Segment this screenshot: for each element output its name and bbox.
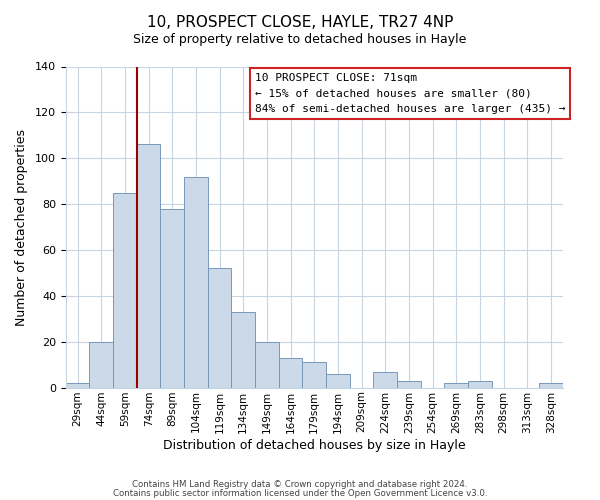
Bar xyxy=(445,383,468,388)
Bar xyxy=(373,372,397,388)
Y-axis label: Number of detached properties: Number of detached properties xyxy=(15,128,28,326)
X-axis label: Distribution of detached houses by size in Hayle: Distribution of detached houses by size … xyxy=(163,440,466,452)
Text: Size of property relative to detached houses in Hayle: Size of property relative to detached ho… xyxy=(133,32,467,46)
Text: 10 PROSPECT CLOSE: 71sqm
← 15% of detached houses are smaller (80)
84% of semi-d: 10 PROSPECT CLOSE: 71sqm ← 15% of detach… xyxy=(254,73,565,114)
Text: Contains HM Land Registry data © Crown copyright and database right 2024.: Contains HM Land Registry data © Crown c… xyxy=(132,480,468,489)
Bar xyxy=(468,381,492,388)
Bar xyxy=(539,383,563,388)
Bar xyxy=(184,176,208,388)
Bar xyxy=(89,342,113,388)
Bar xyxy=(66,383,89,388)
Bar xyxy=(113,192,137,388)
Bar xyxy=(137,144,160,388)
Bar xyxy=(326,374,350,388)
Bar xyxy=(232,312,255,388)
Text: 10, PROSPECT CLOSE, HAYLE, TR27 4NP: 10, PROSPECT CLOSE, HAYLE, TR27 4NP xyxy=(147,15,453,30)
Bar xyxy=(208,268,232,388)
Bar xyxy=(302,362,326,388)
Text: Contains public sector information licensed under the Open Government Licence v3: Contains public sector information licen… xyxy=(113,488,487,498)
Bar xyxy=(160,208,184,388)
Bar xyxy=(397,381,421,388)
Bar xyxy=(279,358,302,388)
Bar xyxy=(255,342,279,388)
